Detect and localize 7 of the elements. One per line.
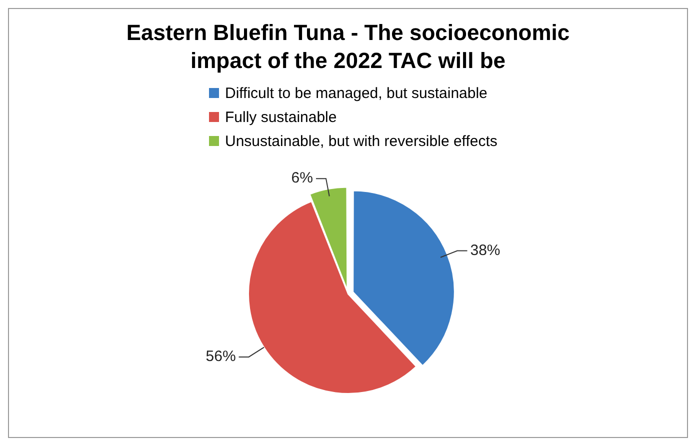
chart-title: Eastern Bluefin Tuna - The socioeconomic impact of the 2022 TAC will be [125,19,571,75]
data-label: 56% [206,348,236,366]
legend-label: Unsustainable, but with reversible effects [225,132,498,150]
legend-label: Difficult to be managed, but sustainable [225,84,488,102]
legend-label: Fully sustainable [225,108,337,126]
data-label: 6% [291,170,313,187]
data-label: 38% [470,242,500,259]
